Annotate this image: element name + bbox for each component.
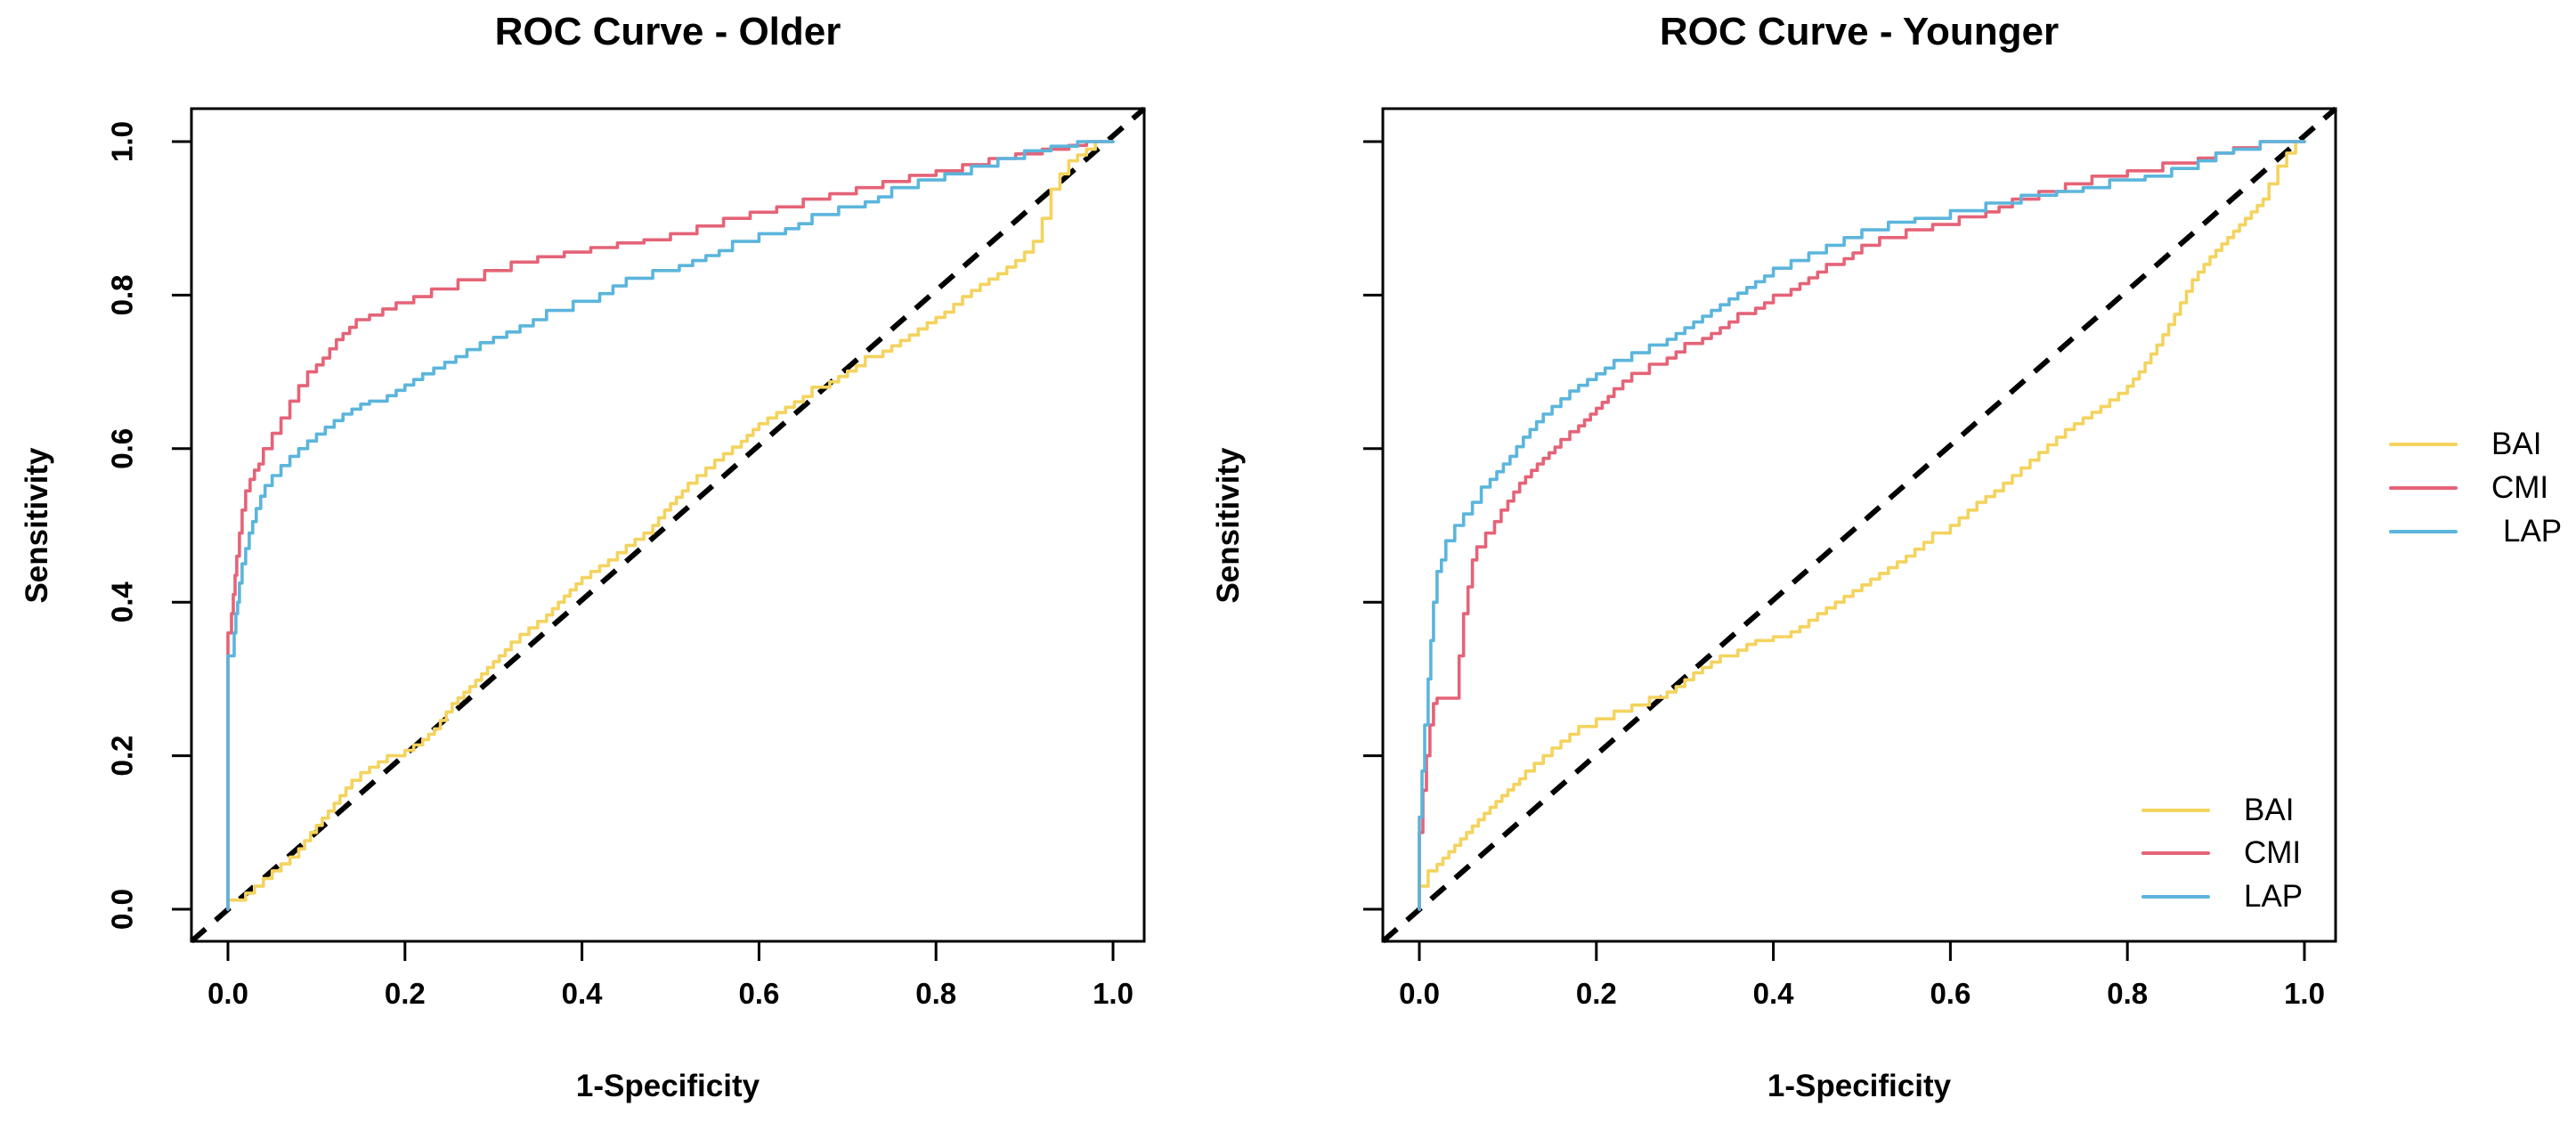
- x-axis-label-left: 1-Specificity: [575, 1069, 760, 1103]
- page-title-right: ROC Curve - Younger: [1659, 10, 2060, 53]
- roc-curve-cmi-older: [226, 140, 1115, 911]
- outer-legend-label-lap: LAP: [2503, 514, 2563, 549]
- x-tick-label: 0.6: [1930, 977, 1971, 1010]
- y-tick-label: 0.8: [106, 274, 139, 315]
- legend-item: LAP: [2389, 510, 2562, 553]
- plot-box-older: [190, 107, 1146, 943]
- x-tick-label: 0.0: [1399, 977, 1440, 1010]
- page-title-left: ROC Curve - Older: [494, 10, 841, 53]
- x-tick-label: 1.0: [2284, 977, 2325, 1010]
- bai-line-swatch: [2389, 443, 2458, 446]
- x-tick-label: 0.4: [562, 977, 604, 1010]
- y-tick-label: 1.0: [106, 121, 139, 162]
- y-tick-label: 0.8: [106, 274, 139, 315]
- lap-line-swatch: [2389, 530, 2458, 533]
- x-tick-label: 0.6: [738, 977, 779, 1010]
- y-tick-label: 0.2: [106, 736, 139, 777]
- legend-item: CMI: [2141, 832, 2301, 875]
- y-axis-label-left: Sensitivity: [20, 447, 54, 604]
- legend-item: BAI: [2389, 423, 2541, 466]
- y-tick-label: 0.2: [106, 736, 139, 777]
- roc-curve-bai-younger: [1418, 140, 2306, 911]
- roc-curve-cmi-younger: [1418, 140, 2306, 911]
- legend-item: BAI: [2141, 789, 2294, 832]
- x-tick-label: 0.8: [915, 977, 956, 1010]
- y-tick-label: 0.6: [106, 428, 139, 469]
- x-tick-label: 0.8: [2107, 977, 2148, 1010]
- diagonal-reference-line: [1381, 106, 2337, 944]
- legend-label-bai: BAI: [2244, 793, 2295, 827]
- legend-label-lap: LAP: [2244, 879, 2304, 914]
- bai-line-swatch: [2141, 809, 2210, 812]
- diagonal-reference-line: [190, 106, 1146, 944]
- y-axis-label-right: Sensitivity: [1211, 447, 1246, 604]
- x-tick-label: 0.0: [207, 977, 248, 1010]
- x-tick-label: 0.4: [1753, 977, 1795, 1010]
- y-tick-label: 0.4: [106, 582, 139, 623]
- roc-curve-bai-older: [226, 140, 1115, 911]
- y-tick-label: 0.0: [106, 889, 139, 930]
- outer-legend-label-bai: BAI: [2491, 427, 2542, 461]
- y-tick-label: 0.6: [106, 428, 139, 469]
- outer-legend-label-cmi: CMI: [2491, 470, 2549, 505]
- x-axis-label-right: 1-Specificity: [1767, 1069, 1952, 1103]
- legend-item: CMI: [2389, 467, 2548, 509]
- plot-box-younger: [1381, 107, 2337, 943]
- cmi-line-swatch: [2389, 486, 2458, 490]
- y-tick-label: 0.4: [106, 582, 139, 623]
- roc-curve-lap-older: [226, 140, 1115, 911]
- x-tick-label: 0.2: [1576, 977, 1617, 1010]
- cmi-line-swatch: [2141, 851, 2210, 855]
- lap-line-swatch: [2141, 895, 2210, 899]
- legend-label-cmi: CMI: [2244, 835, 2302, 870]
- legend-item: LAP: [2141, 875, 2303, 918]
- x-tick-label: 1.0: [1093, 977, 1134, 1010]
- roc-curve-lap-younger: [1418, 140, 2306, 911]
- y-tick-label: 1.0: [106, 121, 139, 162]
- x-tick-label: 0.2: [385, 977, 426, 1010]
- y-tick-label: 0.0: [106, 889, 139, 930]
